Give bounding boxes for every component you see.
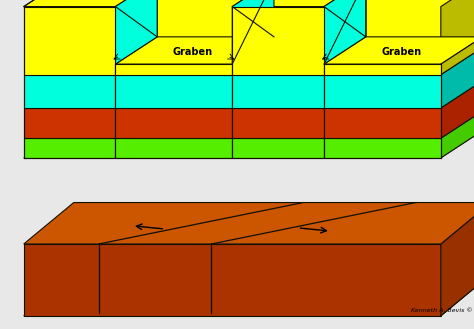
Polygon shape [116,0,157,64]
Polygon shape [232,0,274,64]
Polygon shape [116,108,232,138]
Polygon shape [116,138,232,158]
Polygon shape [324,108,441,138]
Polygon shape [441,111,474,158]
Polygon shape [24,274,474,316]
Polygon shape [232,7,324,75]
Polygon shape [116,75,232,108]
Polygon shape [232,75,324,108]
Polygon shape [441,81,474,138]
Polygon shape [232,138,324,158]
Polygon shape [324,64,441,75]
Polygon shape [24,75,116,108]
Polygon shape [24,7,116,75]
Polygon shape [324,0,366,64]
Polygon shape [24,203,474,244]
Polygon shape [24,108,116,138]
Polygon shape [65,111,474,131]
Polygon shape [65,0,474,47]
Polygon shape [116,64,232,75]
Polygon shape [24,244,441,316]
Text: Graben: Graben [381,47,421,57]
Polygon shape [324,138,441,158]
Polygon shape [324,75,441,108]
Polygon shape [232,0,366,7]
Polygon shape [441,203,474,316]
Polygon shape [65,81,474,111]
Polygon shape [324,37,474,64]
Polygon shape [232,108,324,138]
Polygon shape [24,138,116,158]
Polygon shape [116,37,274,64]
Text: Graben: Graben [173,47,213,57]
Polygon shape [441,47,474,108]
Text: Kenneth A. Bevis © 2013: Kenneth A. Bevis © 2013 [411,308,474,313]
Polygon shape [24,0,157,7]
Polygon shape [441,0,474,75]
Polygon shape [65,47,474,81]
